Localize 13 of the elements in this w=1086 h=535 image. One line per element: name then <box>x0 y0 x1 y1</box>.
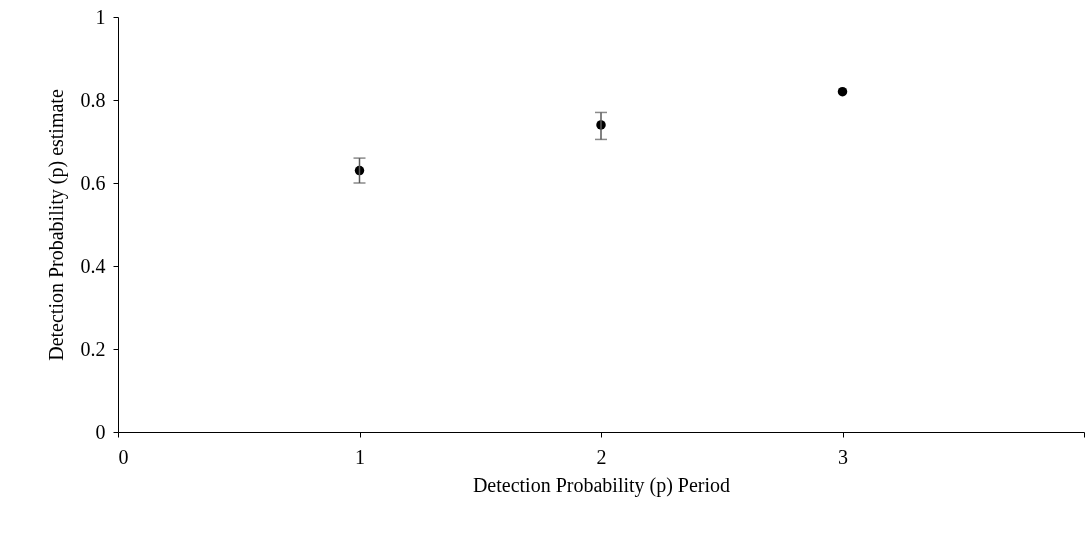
y-tick-label: 0.8 <box>80 88 106 111</box>
x-axis-title: Detection Probability (p) Period <box>472 473 731 497</box>
y-axis-title: Detection Probability (p) estimate <box>44 89 68 361</box>
x-tick-label: 0 <box>118 445 129 468</box>
y-tick-label: 0 <box>95 420 106 443</box>
x-tick-label: 1 <box>355 445 365 468</box>
y-tick-label: 0.6 <box>80 171 106 194</box>
y-tick-label: 0.4 <box>80 254 106 277</box>
y-tick-label: 0.2 <box>80 337 106 360</box>
x-tick-label: 2 <box>596 445 607 468</box>
x-tick-label: 3 <box>838 445 848 468</box>
y-tick-label: 1 <box>95 5 106 28</box>
point <box>837 86 848 97</box>
